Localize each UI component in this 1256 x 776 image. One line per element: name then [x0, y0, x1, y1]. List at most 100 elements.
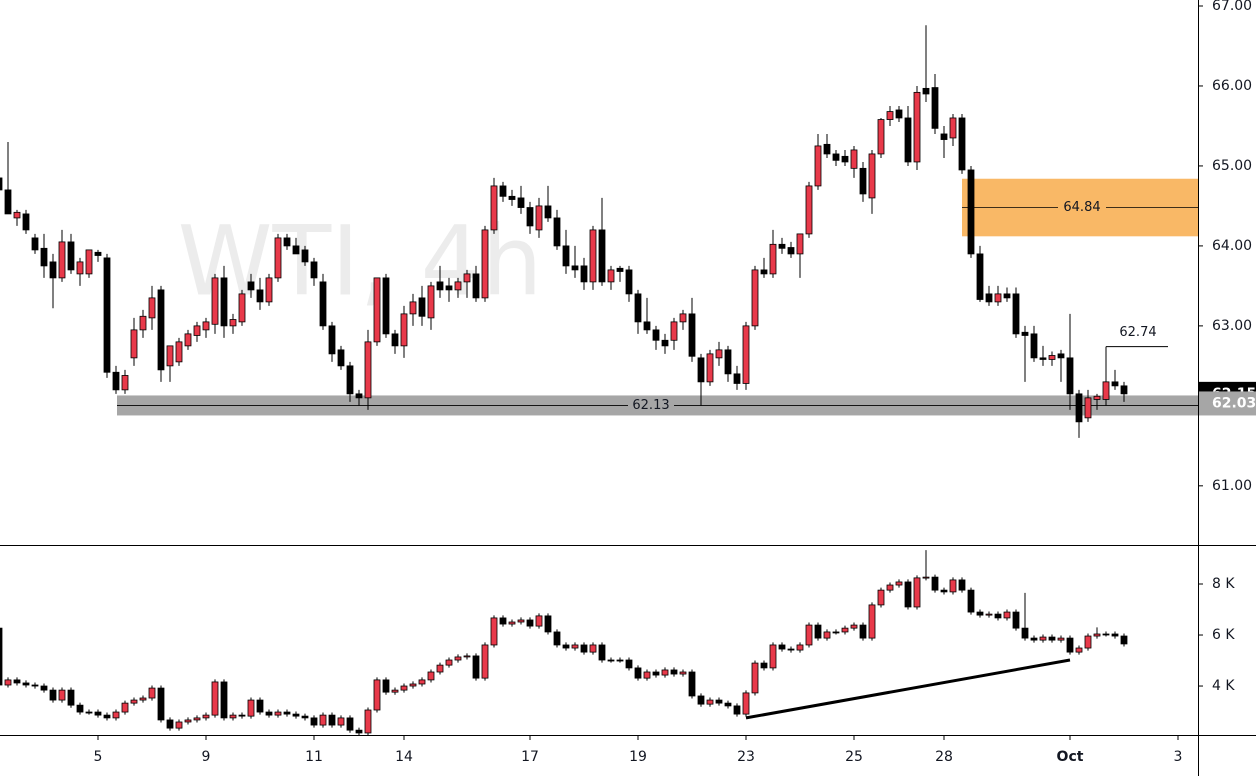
candle-body	[553, 217, 561, 247]
candle-body	[355, 729, 363, 734]
candle-body	[544, 205, 552, 219]
candle-body	[580, 265, 588, 283]
candle-body	[184, 719, 192, 723]
candle-body	[976, 253, 984, 300]
candle-body	[130, 329, 138, 359]
candle-body	[139, 697, 147, 701]
candle-body	[310, 261, 318, 279]
candle-body	[877, 119, 885, 155]
candle-body	[175, 721, 183, 729]
candle-body	[643, 321, 651, 331]
x-tick-label: 9	[202, 749, 211, 765]
candle-body	[445, 659, 453, 666]
y-tick-label: 64.00	[1212, 238, 1252, 254]
candle-body	[85, 249, 93, 275]
x-tick-label: 5	[94, 749, 103, 765]
candle-body	[643, 671, 651, 679]
candle-body	[850, 624, 858, 629]
candle-body	[130, 699, 138, 704]
y-tick-label: 66.00	[1212, 78, 1252, 94]
candle-body	[985, 613, 993, 616]
candle-body	[166, 345, 174, 367]
candle-body	[157, 687, 165, 721]
candle-body	[391, 689, 399, 693]
candle-body	[913, 577, 921, 608]
candle-body	[13, 211, 21, 219]
candle-body	[859, 167, 867, 195]
candle-body	[976, 611, 984, 616]
y-tick-label: 8 K	[1212, 576, 1235, 592]
candle-body	[310, 717, 318, 726]
x-tick-label: 17	[521, 749, 539, 765]
candle-body	[571, 644, 579, 649]
candle-body	[895, 581, 903, 586]
x-tick-label: 25	[845, 749, 863, 765]
candle-body	[526, 207, 534, 227]
candle-body	[13, 679, 21, 684]
candle-body	[472, 273, 480, 299]
candle-body	[256, 289, 264, 303]
candle-body	[148, 297, 156, 319]
candle-body	[778, 644, 786, 650]
candle-body	[1066, 637, 1074, 653]
candle-body	[1075, 647, 1083, 653]
candle-body	[463, 655, 471, 658]
candle-body	[670, 321, 678, 341]
candle-body	[1111, 381, 1119, 387]
candle-body	[562, 245, 570, 267]
candle-body	[1003, 293, 1011, 299]
trend-line	[745, 658, 1071, 720]
candle-body	[517, 619, 525, 623]
candle-body	[211, 277, 219, 325]
candle-body	[1003, 611, 1011, 619]
candle-body	[157, 289, 165, 371]
candle-body	[193, 325, 201, 336]
candle-body	[292, 713, 300, 717]
candle-body	[427, 285, 435, 319]
candle-body	[418, 679, 426, 685]
candle-body	[1093, 633, 1101, 637]
candle-body	[562, 644, 570, 649]
candle-body	[67, 241, 75, 271]
candle-body	[265, 277, 273, 303]
candle-body	[499, 617, 507, 625]
candle-body	[301, 249, 309, 263]
candle-body	[886, 584, 894, 591]
candle-body	[445, 285, 453, 291]
candle-body	[454, 656, 462, 661]
candle-body	[283, 237, 291, 247]
candle-body	[1093, 395, 1101, 400]
candle-body	[364, 341, 372, 399]
candle-body	[1021, 331, 1029, 336]
candle-body	[1048, 636, 1056, 641]
support-label: 62.13	[632, 398, 669, 413]
candle-body	[31, 684, 39, 687]
candle-body	[211, 681, 219, 716]
candle-body	[931, 87, 939, 129]
candle-body	[1012, 611, 1020, 629]
candle-body	[256, 699, 264, 713]
y-tick-label: 4 K	[1212, 678, 1235, 694]
candle-body	[832, 153, 840, 161]
candle-body	[679, 671, 687, 675]
candle-body	[418, 297, 426, 317]
x-tick-label: Oct	[1057, 749, 1084, 765]
candle-body	[913, 91, 921, 163]
candle-body	[274, 237, 282, 279]
level-label: 62.74	[1119, 325, 1156, 340]
candle-body	[1057, 353, 1065, 359]
candle-body	[787, 648, 795, 651]
candle-body	[706, 699, 714, 705]
candle-body	[112, 711, 120, 719]
candle-body	[364, 709, 372, 734]
candle-body	[904, 117, 912, 163]
candle-body	[436, 281, 444, 291]
candle-body	[1066, 357, 1074, 395]
candle-body	[391, 333, 399, 347]
x-tick-label: 19	[629, 749, 647, 765]
candle-body	[1012, 293, 1020, 335]
candle-body	[589, 644, 597, 653]
candle-body	[112, 371, 120, 391]
candle-body	[0, 627, 3, 686]
